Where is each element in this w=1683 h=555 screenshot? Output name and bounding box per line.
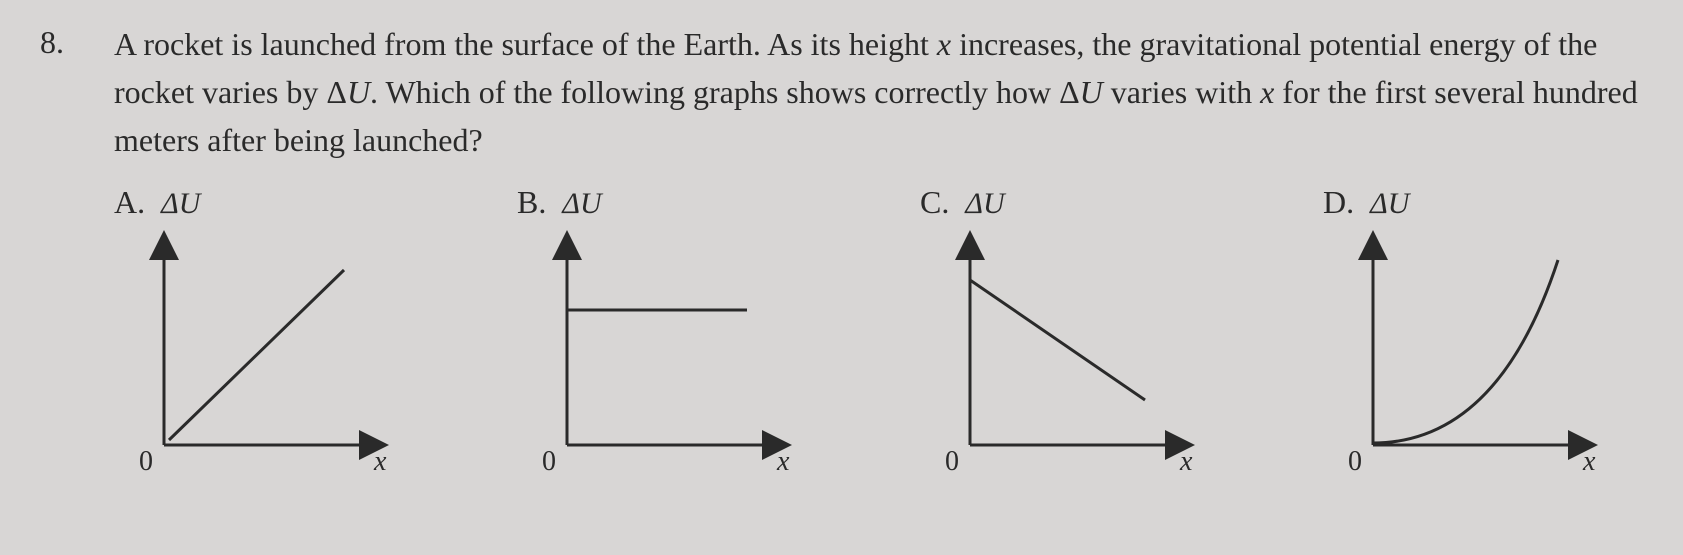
option-d-ylabel: ΔU	[1370, 187, 1409, 221]
option-c-graph: 0 x	[920, 225, 1200, 485]
origin-label: 0	[1348, 446, 1362, 477]
plot-line	[169, 270, 344, 440]
question-text: A rocket is launched from the surface of…	[114, 20, 1643, 164]
option-a-letter: A.	[114, 184, 145, 221]
option-a-graph: 0 x	[114, 225, 394, 485]
plot-line	[970, 280, 1145, 400]
option-b-ylabel: ΔU	[562, 187, 601, 221]
option-b-graph: 0 x	[517, 225, 797, 485]
option-d-label: D. ΔU	[1323, 184, 1409, 221]
x-axis-label: x	[776, 446, 790, 477]
option-b-label: B. ΔU	[517, 184, 602, 221]
option-d-graph: 0 x	[1323, 225, 1603, 485]
option-a-label: A. ΔU	[114, 184, 200, 221]
x-axis-label: x	[1582, 446, 1596, 477]
option-c: C. ΔU 0 x	[920, 184, 1200, 485]
plot-curve	[1373, 260, 1558, 443]
option-b-letter: B.	[517, 184, 546, 221]
origin-label: 0	[139, 446, 153, 477]
question-number: 8.	[40, 20, 90, 65]
origin-label: 0	[542, 446, 556, 477]
question-content: A rocket is launched from the surface of…	[114, 20, 1643, 485]
option-c-label: C. ΔU	[920, 184, 1005, 221]
option-a: A. ΔU 0 x	[114, 184, 394, 485]
option-c-ylabel: ΔU	[965, 187, 1004, 221]
origin-label: 0	[945, 446, 959, 477]
x-axis-label: x	[373, 446, 387, 477]
option-b: B. ΔU 0 x	[517, 184, 797, 485]
option-a-ylabel: ΔU	[161, 187, 200, 221]
x-axis-label: x	[1179, 446, 1193, 477]
options-row: A. ΔU 0 x	[114, 184, 1643, 485]
option-d: D. ΔU 0 x	[1323, 184, 1603, 485]
option-d-letter: D.	[1323, 184, 1354, 221]
question-container: 8. A rocket is launched from the surface…	[40, 20, 1643, 485]
option-c-letter: C.	[920, 184, 949, 221]
